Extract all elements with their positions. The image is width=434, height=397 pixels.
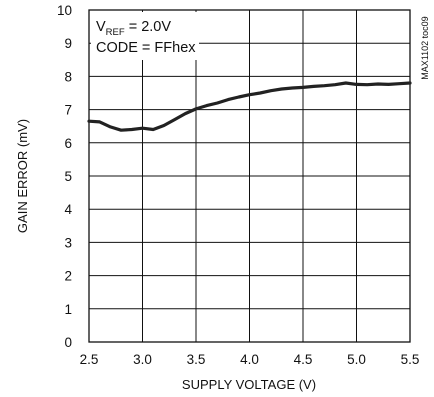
y-tick-label: 6 <box>64 136 72 151</box>
y-tick-label: 5 <box>64 169 72 184</box>
x-tick-label: 3.0 <box>133 352 152 367</box>
y-tick-label: 3 <box>64 235 72 250</box>
x-tick-label: 5.5 <box>401 352 420 367</box>
code-annotation: CODE = FFhex <box>96 40 196 56</box>
y-tick-label: 7 <box>64 103 72 118</box>
x-axis-label: SUPPLY VOLTAGE (V) <box>182 377 316 392</box>
x-tick-labels: 2.5 3.0 3.5 4.0 4.5 5.0 5.5 <box>80 352 420 367</box>
x-tick-label: 4.0 <box>240 352 259 367</box>
vref-annotation: VREF = 2.0V <box>96 19 171 38</box>
y-tick-label: 8 <box>64 69 72 84</box>
y-tick-label: 2 <box>64 269 72 284</box>
plot-frame <box>88 9 411 343</box>
y-tick-label: 10 <box>57 3 72 18</box>
x-tick-label: 4.5 <box>294 352 313 367</box>
y-tick-label: 1 <box>64 302 72 317</box>
annotation-box <box>91 12 199 60</box>
y-tick-labels: 0 1 2 3 4 5 6 7 8 9 10 <box>57 3 73 350</box>
y-axis-label: GAIN ERROR (mV) <box>15 119 30 233</box>
y-tick-label: 4 <box>64 202 72 217</box>
x-tick-label: 3.5 <box>187 352 206 367</box>
series-line <box>87 81 412 132</box>
y-tick-label: 0 <box>64 335 72 350</box>
x-tick-label: 5.0 <box>347 352 366 367</box>
y-tick-label: 9 <box>64 36 72 51</box>
figure-code-label: MAX1102 toc09 <box>420 16 430 79</box>
x-tick-label: 2.5 <box>80 352 99 367</box>
